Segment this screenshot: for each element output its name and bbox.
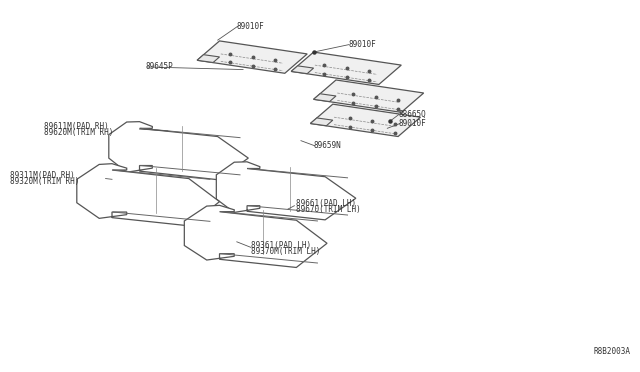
Polygon shape — [314, 80, 424, 112]
Text: 88665Q: 88665Q — [399, 110, 426, 119]
Polygon shape — [291, 66, 314, 74]
Polygon shape — [216, 162, 356, 220]
Text: 89620M(TRIM RH): 89620M(TRIM RH) — [44, 128, 113, 137]
Text: 89645P: 89645P — [146, 62, 173, 71]
Text: 89010F: 89010F — [237, 22, 264, 31]
Polygon shape — [109, 122, 248, 180]
Polygon shape — [310, 118, 333, 126]
Polygon shape — [291, 52, 401, 84]
Polygon shape — [184, 205, 327, 267]
Text: 89670(TRIM LH): 89670(TRIM LH) — [296, 205, 360, 214]
Polygon shape — [197, 41, 307, 73]
Text: 89661(PAD LH): 89661(PAD LH) — [296, 199, 356, 208]
Polygon shape — [314, 94, 336, 102]
Text: 89611M(PAD RH): 89611M(PAD RH) — [44, 122, 108, 131]
Polygon shape — [310, 104, 420, 137]
Text: 89320M(TRIM RH): 89320M(TRIM RH) — [10, 177, 79, 186]
Text: 89659N: 89659N — [314, 141, 341, 150]
Text: 89311M(PAD RH): 89311M(PAD RH) — [10, 171, 74, 180]
Polygon shape — [77, 164, 220, 226]
Text: 89361(PAD LH): 89361(PAD LH) — [251, 241, 311, 250]
Text: 89010F: 89010F — [399, 119, 426, 128]
Polygon shape — [197, 55, 220, 62]
Text: 89370M(TRIM LH): 89370M(TRIM LH) — [251, 247, 320, 256]
Text: 89010F: 89010F — [349, 40, 376, 49]
Text: R8B2003A: R8B2003A — [593, 347, 630, 356]
